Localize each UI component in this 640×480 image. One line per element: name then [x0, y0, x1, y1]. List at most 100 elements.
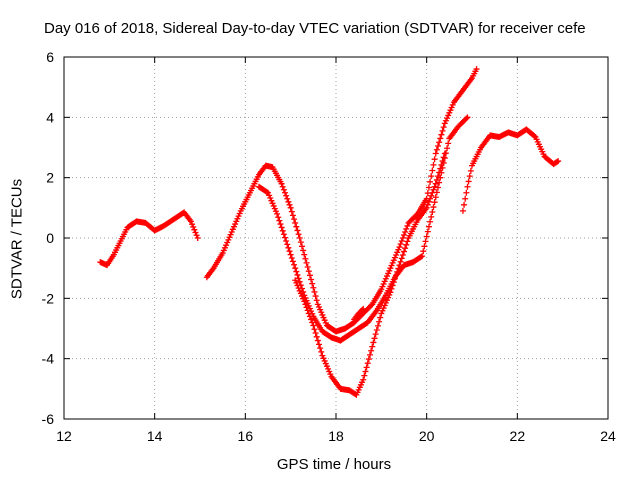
- data-point: [278, 180, 285, 187]
- data-point: [423, 204, 430, 211]
- data-point: [436, 169, 443, 176]
- data-point: [302, 255, 309, 262]
- data-point: [288, 254, 295, 261]
- data-point: [395, 265, 402, 272]
- data-point: [304, 264, 311, 271]
- data-point: [305, 310, 312, 317]
- y-axis-label: SDTVAR / TECUs: [8, 178, 26, 300]
- data-point: [191, 226, 198, 233]
- data-point: [391, 275, 398, 282]
- data-point: [463, 189, 470, 196]
- x-tick-label: 12: [56, 428, 72, 444]
- data-point: [431, 156, 438, 163]
- data-point: [440, 124, 447, 131]
- data-point: [293, 268, 300, 275]
- data-point: [430, 186, 437, 193]
- data-point: [286, 248, 293, 255]
- series-arc-2: [203, 66, 480, 335]
- data-point: [427, 195, 434, 202]
- data-point: [463, 115, 470, 122]
- data-point: [295, 231, 302, 238]
- data-point: [418, 253, 424, 260]
- data-point: [297, 239, 304, 246]
- data-point: [318, 348, 325, 355]
- data-point: [465, 178, 472, 185]
- data-point: [362, 368, 369, 375]
- data-point: [294, 271, 301, 278]
- data-point: [404, 238, 411, 245]
- data-point: [432, 194, 439, 201]
- series-arc-5: [459, 126, 562, 214]
- data-point: [312, 330, 319, 337]
- data-point: [433, 176, 440, 183]
- data-point: [194, 235, 201, 241]
- data-point: [430, 204, 437, 211]
- data-point: [190, 223, 197, 230]
- data-point: [305, 268, 312, 275]
- series-arc-1: [97, 209, 201, 269]
- y-tick-label: -4: [42, 351, 55, 367]
- data-point: [313, 333, 320, 340]
- y-tick-label: -6: [42, 411, 55, 427]
- data-point: [372, 331, 379, 338]
- data-point: [304, 307, 311, 314]
- y-tick-label: 0: [46, 230, 54, 246]
- data-point: [187, 218, 194, 225]
- data-point: [401, 231, 407, 238]
- data-point: [263, 188, 270, 195]
- data-point: [424, 228, 431, 235]
- data-point: [421, 243, 428, 250]
- data-point: [439, 127, 446, 134]
- data-point: [422, 238, 429, 245]
- data-point: [285, 198, 292, 205]
- data-point: [459, 207, 466, 214]
- data-point: [461, 201, 468, 208]
- data-point: [425, 184, 432, 191]
- x-tick-label: 18: [328, 428, 344, 444]
- data-point: [404, 222, 411, 229]
- data-point: [287, 204, 294, 211]
- chart-title: Day 016 of 2018, Sidereal Day-to-day VTE…: [44, 20, 586, 37]
- data-point: [308, 316, 315, 323]
- data-point: [373, 327, 380, 334]
- data-point: [288, 208, 295, 215]
- data-point: [289, 212, 296, 219]
- data-point: [283, 238, 290, 245]
- data-point: [279, 227, 286, 234]
- data-point: [398, 238, 405, 245]
- y-tick-label: -2: [42, 290, 55, 306]
- data-point: [283, 192, 290, 199]
- data-point: [427, 178, 434, 185]
- data-point: [387, 289, 394, 296]
- data-point: [301, 298, 308, 305]
- data-point: [554, 158, 560, 165]
- data-point: [360, 305, 367, 312]
- data-point: [369, 343, 376, 350]
- data-point: [311, 326, 318, 333]
- data-point: [363, 364, 370, 371]
- data-point: [370, 339, 377, 346]
- data-point: [296, 278, 303, 285]
- data-point: [310, 322, 317, 329]
- data-point: [192, 229, 199, 236]
- data-point: [388, 285, 395, 292]
- data-point: [291, 216, 298, 223]
- data-point: [303, 304, 310, 311]
- data-point: [438, 131, 445, 138]
- data-point: [423, 233, 430, 240]
- data-point: [292, 219, 299, 226]
- data-point: [313, 297, 320, 304]
- data-point: [280, 186, 287, 193]
- data-point: [311, 288, 318, 295]
- data-point: [419, 253, 426, 260]
- data-point: [371, 335, 378, 342]
- data-point: [531, 132, 538, 139]
- y-tick-label: 4: [46, 109, 54, 125]
- data-point: [439, 158, 446, 165]
- data-point: [435, 184, 441, 191]
- data-point: [377, 314, 384, 321]
- data-layer: [97, 66, 562, 398]
- data-point: [399, 235, 406, 241]
- x-tick-label: 16: [238, 428, 254, 444]
